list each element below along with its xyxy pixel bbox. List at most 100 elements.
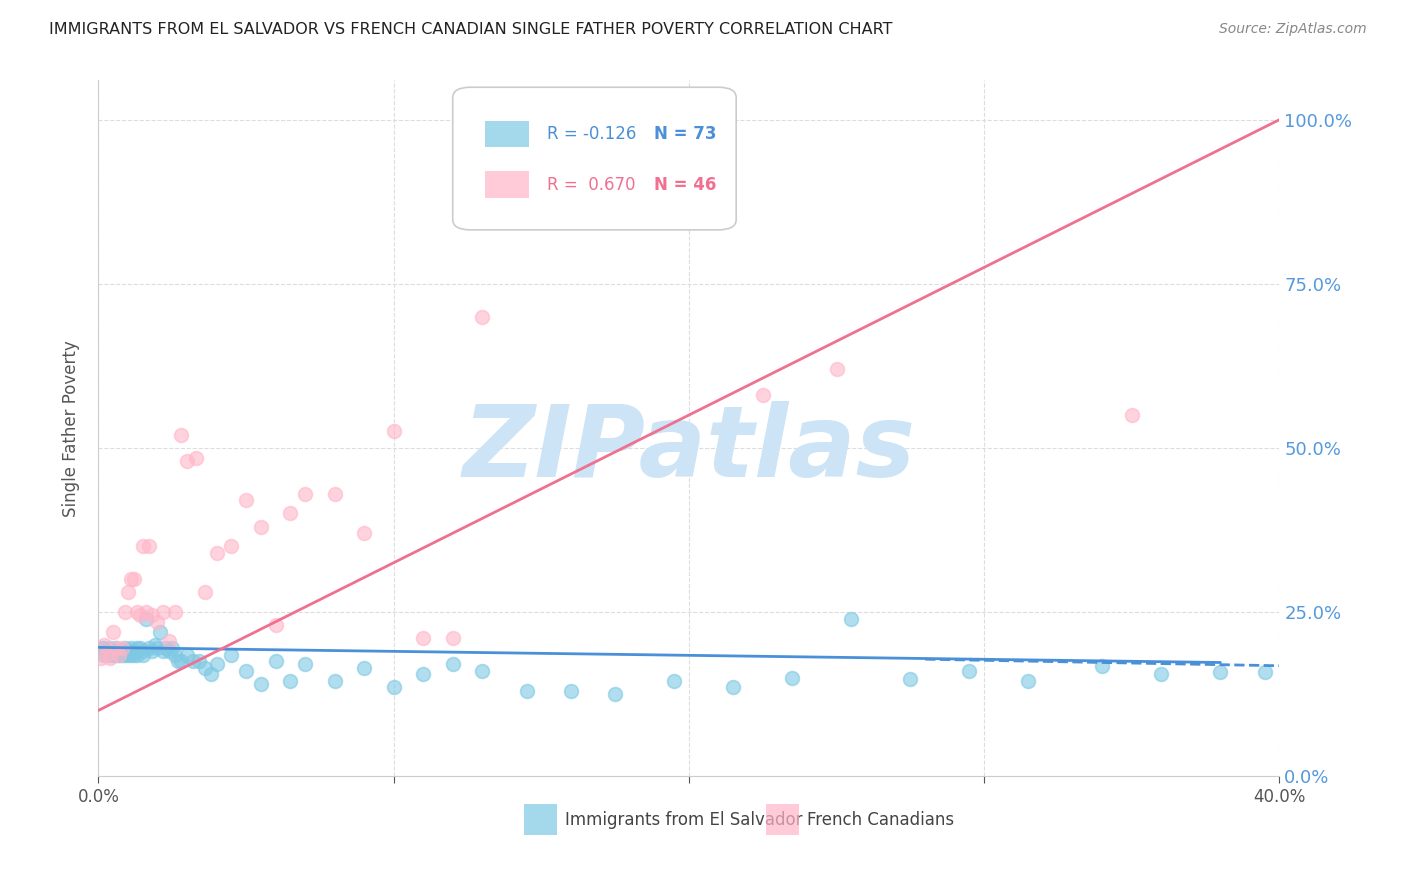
Point (678, 191, 700, 205)
Point (250, 519, 273, 533)
Point (560, 683, 582, 698)
Text: R = -0.126: R = -0.126 (547, 125, 637, 143)
Point (103, 644, 125, 658)
Point (1150, 667, 1173, 681)
Point (441, 631, 464, 645)
Point (471, 664, 494, 678)
Text: ZIPatlas: ZIPatlas (463, 401, 915, 498)
Point (205, 657, 228, 672)
Point (120, 572, 142, 586)
Point (146, 641, 169, 656)
Point (1121, 408, 1143, 422)
Point (353, 526, 375, 541)
Point (382, 425, 405, 439)
Point (264, 618, 287, 632)
Point (200, 667, 222, 681)
Point (138, 641, 160, 656)
Point (135, 611, 157, 625)
FancyBboxPatch shape (453, 87, 737, 230)
Point (1018, 673, 1040, 688)
FancyBboxPatch shape (766, 804, 799, 835)
Point (900, 672, 922, 686)
Point (108, 644, 131, 658)
Point (105, 648, 128, 662)
Point (128, 608, 150, 623)
Point (323, 673, 346, 688)
Point (165, 648, 187, 662)
Point (90, 641, 112, 656)
Point (184, 450, 207, 465)
Point (1254, 665, 1277, 680)
Point (122, 644, 145, 658)
Point (382, 681, 405, 695)
Point (323, 487, 346, 501)
Point (294, 487, 316, 501)
Point (205, 546, 228, 560)
Text: R =  0.670: R = 0.670 (547, 176, 636, 194)
Point (111, 644, 134, 658)
Point (194, 661, 217, 675)
Point (132, 644, 155, 658)
Point (221, 539, 243, 553)
Point (441, 657, 464, 672)
Point (103, 624, 125, 639)
Point (120, 648, 142, 662)
Text: Source: ZipAtlas.com: Source: ZipAtlas.com (1219, 22, 1367, 37)
Point (530, 191, 553, 205)
Point (117, 644, 139, 658)
Point (194, 585, 217, 599)
Point (181, 654, 204, 668)
Point (280, 673, 302, 688)
Point (471, 310, 494, 324)
Point (96, 648, 118, 662)
FancyBboxPatch shape (523, 804, 557, 835)
Point (165, 605, 187, 619)
Point (93, 648, 115, 662)
Point (1209, 665, 1232, 680)
Point (280, 507, 302, 521)
Point (117, 585, 139, 599)
Point (1091, 658, 1114, 673)
Point (114, 641, 136, 656)
Point (93, 641, 115, 656)
Point (176, 648, 198, 662)
Point (516, 683, 538, 698)
Point (114, 648, 136, 662)
Point (250, 677, 273, 691)
Y-axis label: Single Father Poverty: Single Father Poverty (62, 340, 80, 516)
Point (782, 671, 804, 685)
Text: French Canadians: French Canadians (807, 811, 955, 829)
Point (114, 605, 136, 619)
Point (120, 641, 142, 656)
Point (132, 648, 155, 662)
Point (108, 648, 131, 662)
Point (98, 651, 121, 665)
Point (152, 605, 174, 619)
Point (141, 608, 163, 623)
Point (96, 648, 118, 662)
Point (108, 648, 131, 662)
Point (752, 388, 775, 402)
FancyBboxPatch shape (485, 171, 530, 198)
Point (167, 654, 190, 668)
Point (170, 654, 193, 668)
Point (841, 611, 863, 625)
Point (98, 641, 121, 656)
Point (959, 664, 981, 678)
Point (221, 648, 243, 662)
Text: IMMIGRANTS FROM EL SALVADOR VS FRENCH CANADIAN SINGLE FATHER POVERTY CORRELATION: IMMIGRANTS FROM EL SALVADOR VS FRENCH CA… (49, 22, 893, 37)
Point (264, 654, 287, 668)
Point (93, 638, 115, 652)
Point (412, 631, 434, 645)
Point (605, 687, 627, 701)
Point (125, 641, 148, 656)
Point (111, 641, 134, 656)
FancyBboxPatch shape (485, 120, 530, 147)
Point (723, 681, 745, 695)
Text: N = 46: N = 46 (654, 176, 716, 194)
Point (155, 641, 177, 656)
Point (235, 493, 257, 508)
Point (825, 362, 848, 376)
Point (96, 644, 118, 658)
Point (157, 634, 180, 648)
